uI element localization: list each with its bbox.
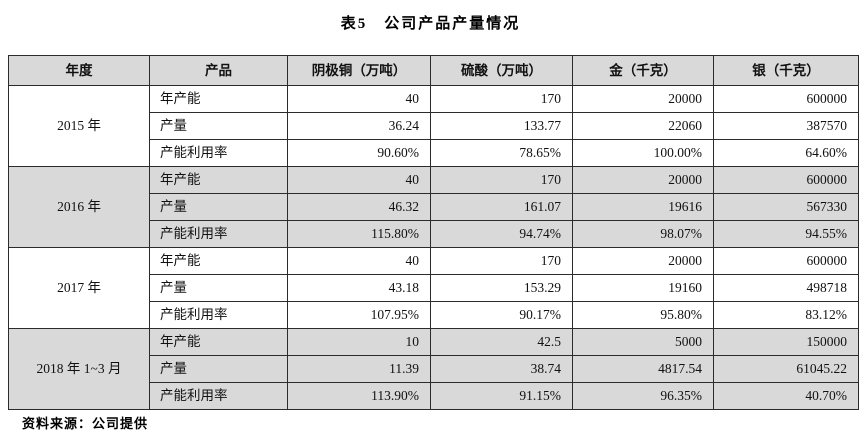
header-cell-year: 年度 bbox=[8, 55, 150, 86]
metric-label-cell: 产能利用率 bbox=[149, 139, 288, 167]
value-cell: 133.77 bbox=[430, 112, 573, 140]
value-cell: 19160 bbox=[572, 274, 714, 302]
value-cell: 40 bbox=[287, 247, 431, 275]
product-output-table: 年度 产品 阴极铜（万吨） 硫酸（万吨） 金（千克） 银（千克） 2015 年 … bbox=[8, 55, 859, 410]
value-cell: 90.17% bbox=[430, 301, 573, 329]
table-row: 产量 36.24 133.77 22060 387570 bbox=[9, 112, 859, 140]
value-cell: 4817.54 bbox=[572, 355, 714, 383]
value-cell: 161.07 bbox=[430, 193, 573, 221]
value-cell: 40.70% bbox=[713, 382, 859, 410]
value-cell: 11.39 bbox=[287, 355, 431, 383]
value-cell: 153.29 bbox=[430, 274, 573, 302]
value-cell: 170 bbox=[430, 85, 573, 113]
value-cell: 61045.22 bbox=[713, 355, 859, 383]
value-cell: 567330 bbox=[713, 193, 859, 221]
value-cell: 46.32 bbox=[287, 193, 431, 221]
table-row: 2015 年 年产能 40 170 20000 600000 bbox=[8, 85, 859, 167]
value-cell: 19616 bbox=[572, 193, 714, 221]
value-cell: 600000 bbox=[713, 166, 859, 194]
table-header-row: 年度 产品 阴极铜（万吨） 硫酸（万吨） 金（千克） 银（千克） bbox=[8, 55, 859, 86]
value-cell: 90.60% bbox=[287, 139, 431, 167]
table-row: 产能利用率 113.90% 91.15% 96.35% 40.70% bbox=[9, 382, 859, 410]
value-cell: 64.60% bbox=[713, 139, 859, 167]
header-cell-acid: 硫酸（万吨） bbox=[430, 55, 573, 86]
value-cell: 387570 bbox=[713, 112, 859, 140]
table-row: 产量 43.18 153.29 19160 498718 bbox=[9, 274, 859, 302]
metric-label-cell: 产量 bbox=[149, 193, 288, 221]
value-cell: 20000 bbox=[572, 247, 714, 275]
value-cell: 83.12% bbox=[713, 301, 859, 329]
value-cell: 115.80% bbox=[287, 220, 431, 248]
table-row: 2016 年 年产能 40 170 20000 600000 bbox=[8, 166, 859, 248]
value-cell: 36.24 bbox=[287, 112, 431, 140]
year-cell: 2018 年 1~3 月 bbox=[8, 328, 150, 410]
table-row: 产量 46.32 161.07 19616 567330 bbox=[9, 193, 859, 221]
value-cell: 107.95% bbox=[287, 301, 431, 329]
table-row: 2017 年 年产能 40 170 20000 600000 bbox=[8, 247, 859, 329]
source-note: 资料来源：公司提供 bbox=[22, 416, 149, 430]
metric-label-cell: 年产能 bbox=[149, 328, 288, 356]
value-cell: 94.74% bbox=[430, 220, 573, 248]
header-cell-product: 产品 bbox=[149, 55, 288, 86]
value-cell: 20000 bbox=[572, 85, 714, 113]
header-cell-copper: 阴极铜（万吨） bbox=[287, 55, 431, 86]
table-row: 产能利用率 115.80% 94.74% 98.07% 94.55% bbox=[9, 220, 859, 248]
metric-label-cell: 年产能 bbox=[149, 85, 288, 113]
header-cell-silver: 银（千克） bbox=[713, 55, 859, 86]
value-cell: 96.35% bbox=[572, 382, 714, 410]
header-cell-gold: 金（千克） bbox=[572, 55, 714, 86]
value-cell: 43.18 bbox=[287, 274, 431, 302]
metric-label-cell: 产能利用率 bbox=[149, 220, 288, 248]
value-cell: 170 bbox=[430, 166, 573, 194]
value-cell: 98.07% bbox=[572, 220, 714, 248]
value-cell: 150000 bbox=[713, 328, 859, 356]
value-cell: 78.65% bbox=[430, 139, 573, 167]
metric-label-cell: 产能利用率 bbox=[149, 301, 288, 329]
year-cell: 2016 年 bbox=[8, 166, 150, 248]
year-cell: 2017 年 bbox=[8, 247, 150, 329]
value-cell: 40 bbox=[287, 85, 431, 113]
year-group-2015: 2015 年 年产能 40 170 20000 600000 产量 36.24 … bbox=[8, 85, 859, 167]
metric-label-cell: 年产能 bbox=[149, 166, 288, 194]
table-row: 产能利用率 90.60% 78.65% 100.00% 64.60% bbox=[9, 139, 859, 167]
metric-label-cell: 产量 bbox=[149, 112, 288, 140]
page-title: 表5 公司产品产量情况 bbox=[340, 16, 521, 32]
value-cell: 91.15% bbox=[430, 382, 573, 410]
year-group-2016: 2016 年 年产能 40 170 20000 600000 产量 46.32 … bbox=[8, 166, 859, 248]
table-row: 产量 11.39 38.74 4817.54 61045.22 bbox=[9, 355, 859, 383]
value-cell: 40 bbox=[287, 166, 431, 194]
year-cell: 2015 年 bbox=[8, 85, 150, 167]
metric-label-cell: 年产能 bbox=[149, 247, 288, 275]
value-cell: 42.5 bbox=[430, 328, 573, 356]
value-cell: 38.74 bbox=[430, 355, 573, 383]
year-group-2017: 2017 年 年产能 40 170 20000 600000 产量 43.18 … bbox=[8, 247, 859, 329]
value-cell: 20000 bbox=[572, 166, 714, 194]
value-cell: 100.00% bbox=[572, 139, 714, 167]
value-cell: 498718 bbox=[713, 274, 859, 302]
value-cell: 600000 bbox=[713, 247, 859, 275]
value-cell: 600000 bbox=[713, 85, 859, 113]
metric-label-cell: 产能利用率 bbox=[149, 382, 288, 410]
value-cell: 113.90% bbox=[287, 382, 431, 410]
metric-label-cell: 产量 bbox=[149, 355, 288, 383]
value-cell: 22060 bbox=[572, 112, 714, 140]
year-group-2018q1: 2018 年 1~3 月 年产能 10 42.5 5000 150000 产量 … bbox=[8, 328, 859, 410]
value-cell: 94.55% bbox=[713, 220, 859, 248]
value-cell: 10 bbox=[287, 328, 431, 356]
value-cell: 5000 bbox=[572, 328, 714, 356]
value-cell: 170 bbox=[430, 247, 573, 275]
value-cell: 95.80% bbox=[572, 301, 714, 329]
table-row: 2018 年 1~3 月 年产能 10 42.5 5000 150000 bbox=[8, 328, 859, 410]
metric-label-cell: 产量 bbox=[149, 274, 288, 302]
